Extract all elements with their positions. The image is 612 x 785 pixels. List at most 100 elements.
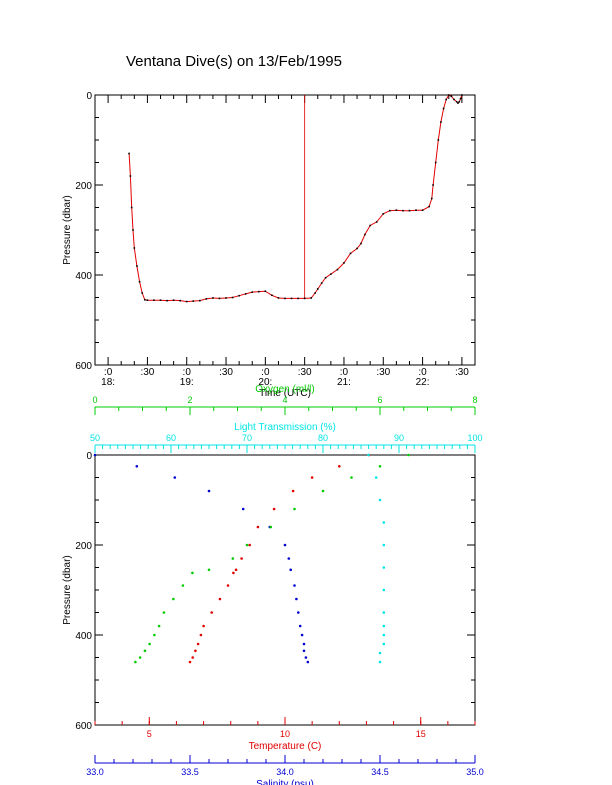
transmission-point (378, 498, 382, 502)
pressure-point (314, 292, 316, 294)
pressure-point (138, 280, 141, 283)
salinity-point (287, 557, 291, 560)
property-axis-tick-label: 8 (472, 395, 477, 405)
temperature-point (218, 597, 222, 601)
temperature-point (234, 568, 238, 572)
salinity-point (295, 597, 298, 601)
top-plot-frame (94, 94, 476, 366)
temperature-point (291, 489, 295, 493)
pressure-point (264, 290, 267, 292)
oxygen-point (148, 642, 151, 646)
property-axis-tick-label: 80 (318, 433, 328, 443)
pressure-point (421, 209, 424, 211)
pressure-point (434, 161, 437, 164)
property-axis-tick-label: 0 (92, 395, 97, 405)
oxygen-point (231, 557, 235, 560)
pressure-point (277, 297, 280, 299)
property-axis-tick-label: 10 (280, 729, 290, 739)
top-y-tick-label: 600 (75, 361, 92, 372)
pressure-point (360, 242, 362, 245)
pressure-point (382, 213, 385, 215)
temperature-point (194, 649, 197, 653)
top-x-tick-label: :0 (183, 367, 192, 378)
pressure-point (316, 288, 319, 290)
top-y-tick-label: 200 (75, 181, 92, 192)
pressure-point (395, 209, 398, 211)
oxygen-point (172, 597, 175, 601)
pressure-point (153, 299, 155, 301)
pressure-time-series (128, 94, 463, 303)
salinity-point (173, 476, 177, 479)
bottom-y-tick-label: 200 (75, 541, 92, 552)
pressure-point (133, 247, 136, 249)
transmission-point (382, 642, 386, 646)
oxygen-point (157, 624, 161, 628)
bottom-y-axis: 0 200 400 600 (75, 451, 475, 732)
property-axis-tick-label: 4 (282, 395, 287, 405)
oxygen-point (321, 489, 325, 493)
pressure-point (458, 100, 461, 103)
pressure-point (199, 299, 201, 302)
oxygen-point (134, 660, 137, 664)
salinity-point (93, 453, 97, 457)
pressure-point (130, 206, 133, 209)
pressure-point (415, 209, 417, 211)
property-axis-tick-label: 60 (166, 433, 176, 443)
top-x-axis-label: Time (UTC) (259, 388, 311, 399)
pressure-point (375, 221, 378, 223)
pressure-point (251, 291, 254, 293)
pressure-point (428, 205, 430, 208)
salinity-point (300, 633, 304, 637)
top-x-tick-hour-label: 21: (337, 377, 351, 388)
chart-title: Ventana Dive(s) on 13/Feb/1995 (126, 53, 342, 70)
oxygen-point (269, 525, 273, 529)
salinity-point (241, 507, 245, 511)
pressure-point (336, 268, 339, 271)
transmission-point (378, 660, 382, 664)
temperature-point (256, 525, 260, 529)
transmission-point (378, 651, 382, 655)
temperature-point (210, 611, 213, 614)
transmission-point (382, 566, 386, 569)
salinity-point (298, 624, 302, 628)
pressure-point (143, 298, 146, 301)
salinity-point (135, 465, 139, 468)
pressure-point (172, 299, 175, 301)
oxygen-point (138, 656, 142, 659)
oxygen-point (162, 611, 166, 614)
transmission-point (382, 611, 386, 614)
transmission-point (382, 633, 386, 637)
salinity-point (297, 611, 300, 614)
pressure-point (440, 121, 442, 123)
property-axis-tick-label: 35.0 (466, 767, 484, 777)
temperature-point (272, 507, 276, 511)
top-x-tick-label: :30 (140, 367, 154, 378)
salinity-point (289, 568, 293, 572)
transmission-point (382, 521, 386, 524)
oxygen-point (207, 568, 211, 572)
pressure-point (244, 293, 247, 295)
top-x-tick-label: :0 (104, 367, 113, 378)
property-axis-label: Temperature (C) (249, 741, 322, 752)
pressure-point (324, 276, 327, 279)
property-axis-tick-label: 2 (187, 395, 192, 405)
salinity-point (207, 489, 211, 493)
property-axis-tick-label: 33.5 (181, 767, 199, 777)
temperature-point (199, 633, 203, 637)
pressure-point (310, 297, 313, 299)
pressure-point (447, 94, 450, 96)
property-axis-tick-label: 50 (90, 433, 100, 443)
pressure-point (402, 209, 404, 212)
oxygen-point (143, 649, 147, 653)
property-axis-label: Light Transmission (%) (234, 422, 336, 433)
pressure-point (218, 297, 221, 300)
temperature-point (202, 624, 205, 628)
property-axis-tick-label: 100 (467, 433, 482, 443)
pressure-point (179, 299, 181, 302)
property-axis-tick-label: 34.0 (276, 767, 294, 777)
pressure-point (212, 297, 214, 299)
property-axis-tick-label: 70 (242, 433, 252, 443)
salinity-point (283, 543, 287, 547)
pressure-point (369, 224, 371, 227)
